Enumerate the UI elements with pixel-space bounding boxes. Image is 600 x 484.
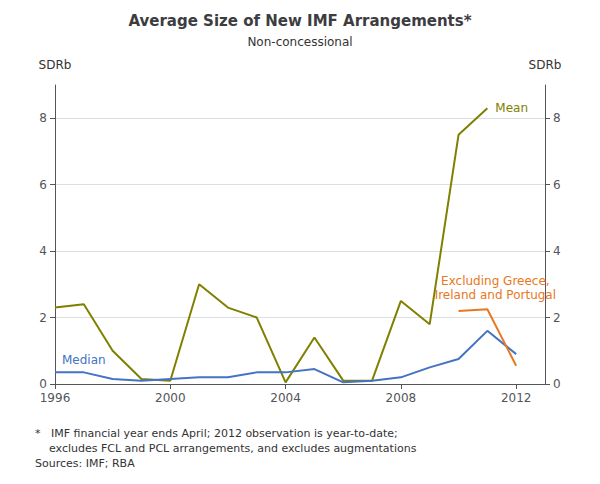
- svg-text:2008: 2008: [386, 391, 417, 405]
- svg-text:excludes FCL and PCL arrangeme: excludes FCL and PCL arrangements, and e…: [35, 442, 417, 455]
- svg-text:1996: 1996: [40, 391, 71, 405]
- svg-text:Sources: IMF; RBA: Sources: IMF; RBA: [35, 457, 135, 470]
- svg-text:Median: Median: [62, 353, 106, 367]
- svg-text:Average Size of New IMF Arrang: Average Size of New IMF Arrangements*: [128, 12, 471, 30]
- svg-text:Mean: Mean: [495, 101, 528, 115]
- svg-text:2: 2: [39, 311, 47, 325]
- svg-text:4: 4: [39, 244, 47, 258]
- svg-text:4: 4: [553, 244, 561, 258]
- svg-text:2004: 2004: [270, 391, 301, 405]
- svg-text:0: 0: [39, 377, 47, 391]
- svg-text:8: 8: [553, 111, 561, 125]
- svg-text:6: 6: [553, 178, 561, 192]
- svg-text:SDRb: SDRb: [529, 58, 562, 72]
- svg-text:* IMF financial year ends Ap: * IMF financial year ends April; 2012 ob…: [35, 427, 398, 440]
- svg-text:8: 8: [39, 111, 47, 125]
- svg-text:SDRb: SDRb: [39, 58, 72, 72]
- svg-text:0: 0: [553, 377, 561, 391]
- svg-text:2012: 2012: [501, 391, 532, 405]
- svg-text:Non-concessional: Non-concessional: [247, 35, 352, 49]
- svg-text:Excluding Greece,: Excluding Greece,: [441, 274, 550, 288]
- svg-text:2: 2: [553, 311, 561, 325]
- svg-text:2000: 2000: [155, 391, 186, 405]
- svg-text:Ireland and Portugal: Ireland and Portugal: [435, 288, 556, 302]
- svg-text:6: 6: [39, 178, 47, 192]
